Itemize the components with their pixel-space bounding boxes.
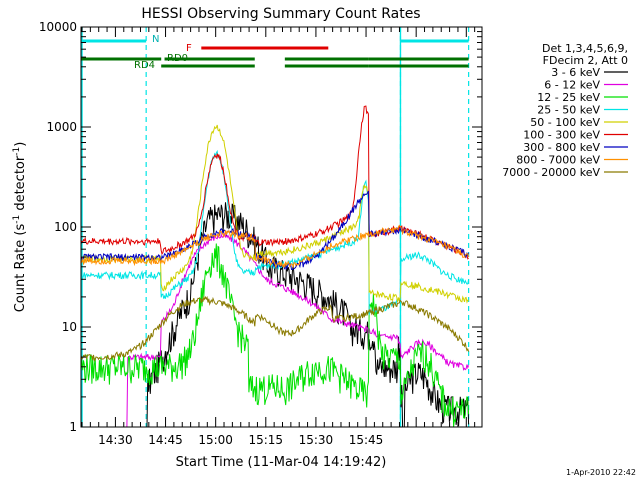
legend-header-2: FDecim 2, Att 0 <box>543 54 628 67</box>
y-tick-label: 1 <box>69 420 77 434</box>
legend-label: 100 - 300 keV <box>523 129 600 142</box>
series-line-4 <box>80 149 470 315</box>
y-tick-label: 100 <box>54 220 77 234</box>
series-line-9 <box>80 295 470 362</box>
legend-label: 300 - 800 keV <box>523 141 600 154</box>
x-tick-label: 15:45 <box>349 433 384 447</box>
x-tick-label: 15:00 <box>198 433 233 447</box>
y-tick-label: 1000 <box>46 120 77 134</box>
y-axis-label: Count Rate (s-1 detector-1) <box>12 142 28 313</box>
legend-label: 7000 - 20000 keV <box>502 166 600 179</box>
legend-label: 3 - 6 keV <box>551 66 600 79</box>
y-tick-label: 10 <box>62 320 77 334</box>
x-axis-label: Start Time (11-Mar-04 14:19:42) <box>176 455 387 470</box>
legend-label: 800 - 7000 keV <box>516 154 600 167</box>
rd0-flag-label: RD0 <box>167 53 188 64</box>
x-axis-ticks: 14:30 14:45 15:00 15:15 15:30 15:45 <box>81 27 476 447</box>
x-tick-label: 14:45 <box>148 433 183 447</box>
y-tick-label: 10000 <box>39 20 77 34</box>
x-tick-label: 15:30 <box>299 433 334 447</box>
series-line-3 <box>80 243 470 427</box>
x-tick-label: 15:15 <box>248 433 283 447</box>
night-flag-label: N <box>152 34 159 45</box>
rd4-flag-label: RD4 <box>134 60 155 71</box>
flare-flag-label: F <box>186 43 192 54</box>
legend-header-1: Det 1,3,4,5,6,9, <box>542 42 628 55</box>
legend-label: 50 - 100 keV <box>530 116 600 129</box>
series-line-6 <box>80 105 469 260</box>
x-tick-label: 14:30 <box>98 433 133 447</box>
series-line-8 <box>80 224 470 269</box>
y-axis-ticks: 1 10 100 1000 10000 <box>39 20 482 434</box>
series-line-2 <box>81 231 470 428</box>
chart-title: HESSI Observing Summary Count Rates <box>141 6 420 22</box>
timestamp: 1-Apr-2010 22:42 <box>566 468 636 477</box>
legend: Det 1,3,4,5,6,9, FDecim 2, Att 0 3 - 6 k… <box>502 42 628 179</box>
legend-label: 25 - 50 keV <box>537 104 600 117</box>
series-line-5 <box>80 124 469 304</box>
legend-label: 6 - 12 keV <box>544 79 600 92</box>
legend-label: 12 - 25 keV <box>537 91 600 104</box>
